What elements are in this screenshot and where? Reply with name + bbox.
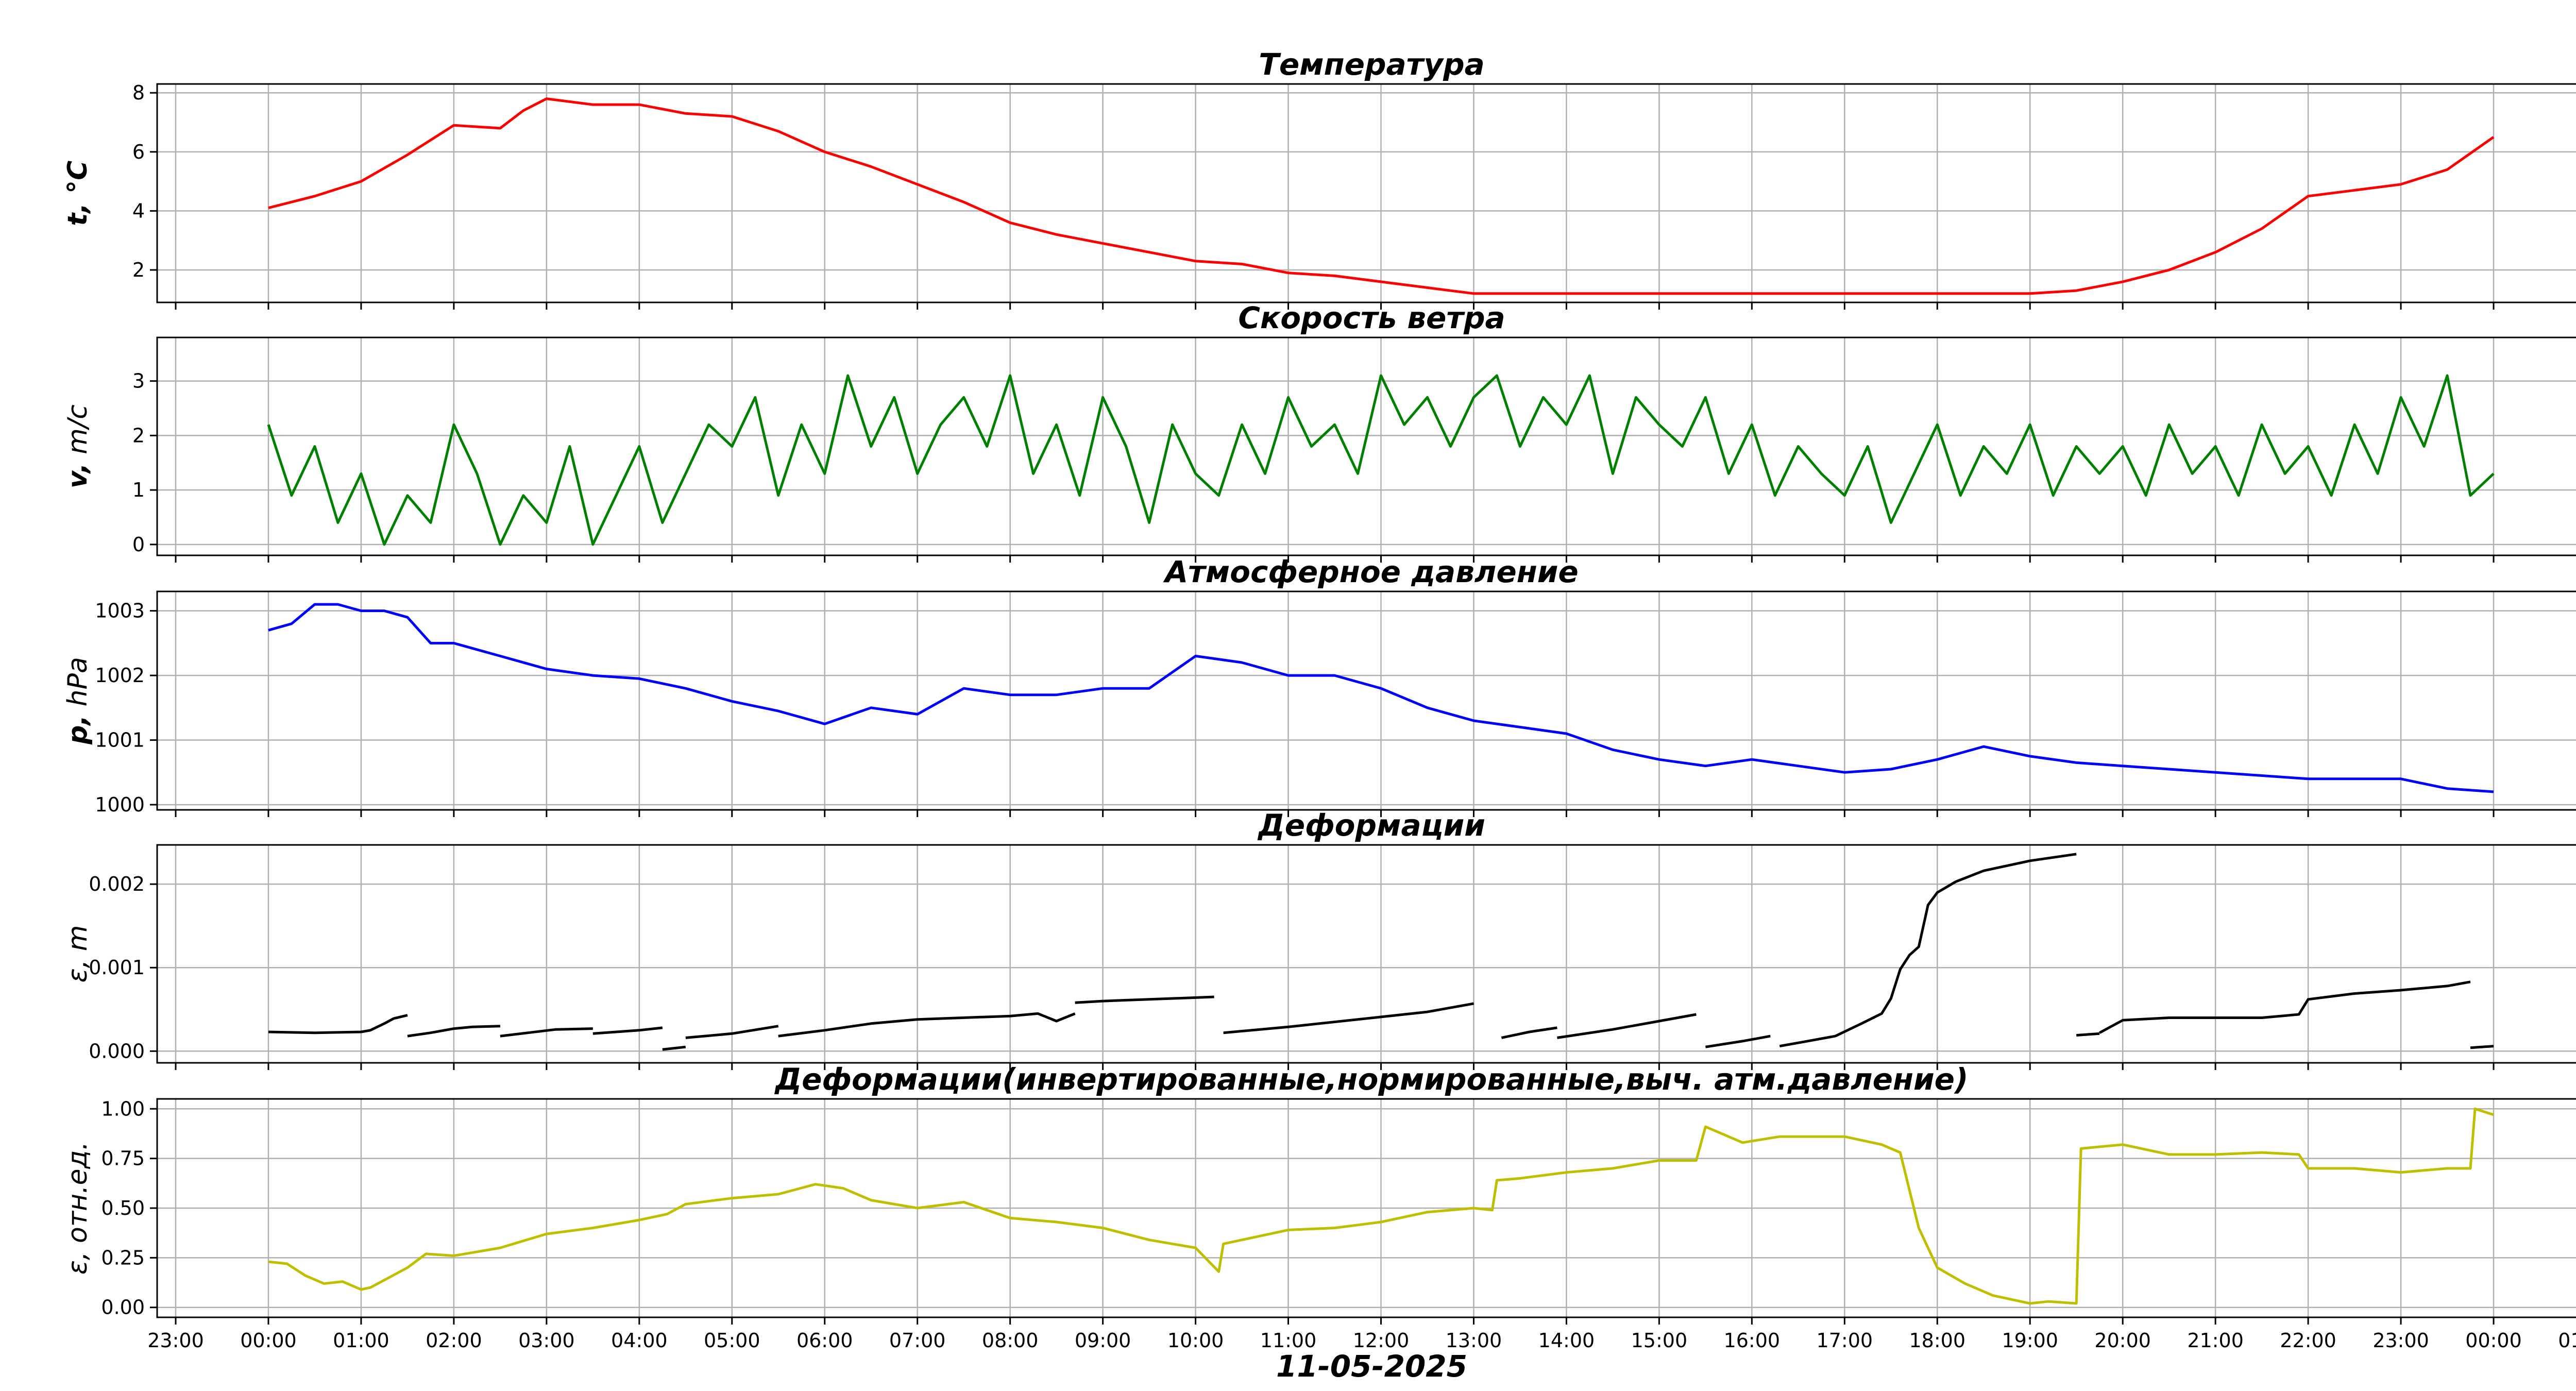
- panel-3-segment-line-9: [1501, 1026, 1557, 1039]
- panel-1-ylabel-unit: m/c: [62, 404, 93, 463]
- panel-3-ylabel-main: ε,: [62, 960, 93, 983]
- xtick-label-26: 01:00: [2558, 1329, 2576, 1352]
- panel-3-title: Деформации: [1257, 808, 1485, 843]
- x-axis-label: 11-05-2025: [1276, 1349, 1467, 1384]
- xtick-label-1: 00:00: [240, 1329, 297, 1352]
- panel-3-segment-line-0: [268, 1014, 408, 1034]
- panel-3-ytick-label-0: 0.000: [89, 1040, 145, 1062]
- panel-3-ylabel: ε, m: [62, 925, 93, 983]
- panel-0-ytick-label-0: 2: [132, 259, 145, 281]
- xtick-label-15: 14:00: [1538, 1329, 1595, 1352]
- xtick-label-3: 02:00: [426, 1329, 482, 1352]
- xtick-label-6: 05:00: [704, 1329, 760, 1352]
- xtick-label-24: 23:00: [2372, 1329, 2429, 1352]
- panel-0-title: Температура: [1259, 47, 1484, 82]
- panel-2-ytick-label-3: 1003: [95, 600, 145, 622]
- xtick-label-21: 20:00: [2094, 1329, 2151, 1352]
- xtick-label-23: 22:00: [2280, 1329, 2336, 1352]
- panel-3-segment-line-5: [685, 1025, 779, 1039]
- xtick-label-18: 17:00: [1817, 1329, 1873, 1352]
- xtick-label-17: 16:00: [1724, 1329, 1781, 1352]
- xtick-label-10: 09:00: [1075, 1329, 1131, 1352]
- panel-1-ylabel: v, m/c: [62, 404, 93, 488]
- panel-2-ytick-label-0: 1000: [95, 793, 145, 816]
- xtick-label-5: 04:00: [611, 1329, 668, 1352]
- xtick-label-11: 10:00: [1167, 1329, 1224, 1352]
- panel-3-ytick-label-1: 0.001: [89, 956, 145, 979]
- panel-2-series-line-0: [268, 603, 2494, 793]
- xtick-label-8: 07:00: [889, 1329, 946, 1352]
- xtick-label-0: 23:00: [147, 1329, 204, 1352]
- panel-3-segment-line-11: [1705, 1034, 1771, 1048]
- panel-3-ylabel-unit: m: [62, 925, 93, 960]
- panel-0-ytick-label-1: 4: [132, 199, 145, 222]
- panel-4-series-line-0: [268, 1107, 2494, 1305]
- xtick-label-4: 03:00: [518, 1329, 575, 1352]
- panel-3-ytick-label-2: 0.002: [89, 873, 145, 895]
- panel-1-ytick-label-2: 2: [132, 424, 145, 447]
- panel-3-segment-line-6: [778, 1012, 1076, 1038]
- panel-4-ylabel-unit: отн.ед.: [62, 1142, 93, 1252]
- panel-3-segment-line-4: [662, 1045, 686, 1051]
- xtick-label-20: 19:00: [2002, 1329, 2058, 1352]
- xtick-label-22: 21:00: [2187, 1329, 2244, 1352]
- panel-2-ytick-label-1: 1001: [95, 729, 145, 752]
- panel-2-ylabel-main: p,: [62, 715, 93, 745]
- panel-3-segment-line-10: [1557, 1013, 1697, 1039]
- panel-2-ylabel-unit: hPa: [62, 657, 93, 715]
- xtick-label-25: 00:00: [2465, 1329, 2522, 1352]
- panel-0-frame: [156, 83, 2576, 303]
- panel-1-title: Скорость ветра: [1238, 300, 1505, 335]
- xtick-label-13: 12:00: [1353, 1329, 1410, 1352]
- panel-0-ylabel-unit: °C: [62, 161, 93, 203]
- panel-2-title: Атмосферное давление: [1163, 554, 1579, 589]
- xtick-label-9: 08:00: [982, 1329, 1039, 1352]
- panel-4-ytick-label-2: 0.50: [101, 1197, 145, 1219]
- panel-1-series-line-0: [267, 374, 2495, 546]
- panel-2-frame: [156, 590, 2576, 811]
- xtick-label-14: 13:00: [1446, 1329, 1502, 1352]
- panel-3-segment-line-2: [500, 1027, 593, 1038]
- panel-0-ytick-label-2: 6: [132, 141, 145, 163]
- panel-4-ytick-label-0: 0.00: [101, 1296, 145, 1319]
- panel-3-segment-line-3: [592, 1026, 663, 1035]
- panel-4-ytick-label-1: 0.25: [101, 1246, 145, 1269]
- panel-0-ytick-label-3: 8: [132, 81, 145, 104]
- panel-1-frame: [156, 336, 2576, 556]
- panel-0-series-line-0: [268, 97, 2495, 295]
- panel-0-ylabel: t, °C: [62, 161, 93, 226]
- panel-3-segment-line-1: [407, 1025, 500, 1038]
- xtick-label-7: 06:00: [796, 1329, 853, 1352]
- panel-2-ytick-label-2: 1002: [95, 664, 145, 687]
- panel-3-segment-line-7: [1075, 995, 1214, 1004]
- xtick-label-16: 15:00: [1631, 1329, 1688, 1352]
- panel-3-frame: [156, 844, 2576, 1064]
- panel-3-segment-line-13: [2076, 1032, 2100, 1037]
- panel-2-ylabel: p, hPa: [62, 657, 93, 745]
- panel-1-ylabel-main: v,: [62, 463, 93, 488]
- panel-1-ytick-label-3: 3: [132, 370, 145, 393]
- panel-3-segment-line-15: [2470, 1045, 2494, 1049]
- xtick-label-19: 18:00: [1909, 1329, 1966, 1352]
- panel-4-ytick-label-4: 1.00: [101, 1097, 145, 1120]
- panel-1-ytick-label-0: 0: [132, 533, 145, 556]
- panel-4-ylabel-main: ε,: [62, 1252, 93, 1275]
- panel-3-segment-line-12: [1779, 853, 2077, 1048]
- panel-4-ytick-label-3: 0.75: [101, 1147, 145, 1170]
- panel-4-title: Деформации(инвертированные,нормированные…: [774, 1062, 1968, 1097]
- panel-3-segment-line-14: [2099, 980, 2471, 1034]
- xtick-label-2: 01:00: [333, 1329, 389, 1352]
- panel-1-ytick-label-1: 1: [132, 479, 145, 501]
- xtick-label-12: 11:00: [1260, 1329, 1317, 1352]
- panel-4-ylabel: ε, отн.ед.: [62, 1142, 93, 1275]
- panel-3-segment-line-8: [1223, 1002, 1474, 1034]
- panel-0-ylabel-main: t,: [62, 203, 93, 226]
